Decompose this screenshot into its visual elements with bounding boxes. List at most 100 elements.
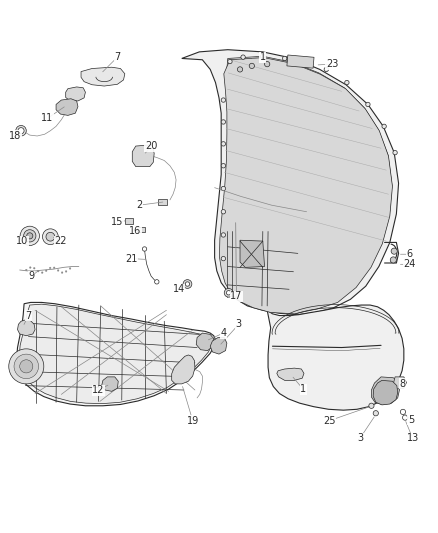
Text: 21: 21 [125, 254, 138, 264]
Polygon shape [219, 58, 392, 314]
Circle shape [366, 102, 370, 107]
Text: 11: 11 [41, 114, 53, 124]
Polygon shape [19, 304, 212, 403]
Circle shape [65, 271, 67, 272]
Polygon shape [102, 377, 118, 391]
Polygon shape [132, 145, 154, 167]
Polygon shape [196, 333, 214, 351]
Circle shape [226, 290, 231, 295]
Text: 24: 24 [403, 260, 416, 269]
Circle shape [14, 354, 39, 378]
Circle shape [29, 266, 31, 269]
Text: 12: 12 [92, 385, 105, 395]
Polygon shape [81, 67, 125, 86]
Circle shape [221, 233, 226, 237]
Text: 17: 17 [230, 291, 243, 301]
Text: 16: 16 [129, 227, 141, 237]
Polygon shape [371, 377, 399, 405]
Circle shape [265, 61, 270, 67]
Text: 5: 5 [408, 415, 414, 425]
Polygon shape [393, 377, 406, 389]
Circle shape [237, 67, 243, 72]
Polygon shape [172, 355, 195, 384]
Text: 9: 9 [28, 271, 35, 281]
Circle shape [61, 272, 63, 273]
Text: 1: 1 [260, 52, 266, 62]
Circle shape [373, 410, 378, 416]
Circle shape [221, 187, 226, 191]
Circle shape [24, 230, 36, 242]
Polygon shape [182, 50, 399, 314]
Circle shape [27, 233, 33, 239]
Text: 23: 23 [326, 59, 338, 69]
Circle shape [20, 226, 39, 246]
Text: 1: 1 [300, 384, 306, 394]
Circle shape [63, 103, 70, 110]
Polygon shape [210, 337, 227, 354]
Text: 25: 25 [323, 416, 336, 426]
Circle shape [136, 150, 141, 155]
Circle shape [25, 269, 27, 271]
Circle shape [49, 267, 51, 269]
Text: 2: 2 [136, 200, 142, 210]
Circle shape [221, 209, 226, 214]
Circle shape [214, 341, 223, 350]
Text: 3: 3 [236, 319, 242, 329]
Circle shape [382, 124, 386, 128]
Circle shape [183, 280, 192, 288]
Text: 20: 20 [145, 141, 157, 151]
Circle shape [391, 248, 397, 254]
Text: 14: 14 [173, 284, 185, 294]
Circle shape [69, 268, 71, 269]
Polygon shape [17, 302, 215, 406]
Circle shape [57, 270, 59, 271]
Circle shape [261, 54, 265, 59]
Circle shape [324, 67, 328, 71]
Circle shape [46, 232, 55, 241]
Bar [287, 55, 314, 68]
Text: 7: 7 [114, 52, 120, 62]
Polygon shape [66, 87, 85, 101]
Polygon shape [277, 368, 304, 381]
Circle shape [221, 256, 226, 261]
Circle shape [228, 59, 232, 64]
Text: 13: 13 [406, 433, 419, 443]
Circle shape [287, 58, 291, 62]
Text: 15: 15 [111, 217, 124, 227]
Circle shape [283, 56, 287, 61]
Circle shape [221, 142, 226, 146]
Circle shape [45, 270, 47, 272]
Text: 6: 6 [406, 249, 413, 259]
Circle shape [308, 59, 312, 64]
Circle shape [9, 349, 44, 384]
Text: 10: 10 [16, 236, 28, 246]
Circle shape [221, 164, 226, 168]
Circle shape [16, 125, 26, 136]
Circle shape [142, 247, 147, 251]
Circle shape [224, 288, 233, 297]
Circle shape [42, 229, 58, 245]
Circle shape [390, 257, 396, 263]
Circle shape [304, 61, 309, 65]
Circle shape [221, 120, 226, 124]
Bar [158, 199, 167, 205]
Circle shape [37, 270, 39, 272]
Circle shape [33, 268, 35, 269]
Circle shape [393, 150, 397, 155]
Polygon shape [18, 320, 35, 336]
Circle shape [221, 98, 226, 102]
Text: 22: 22 [54, 236, 67, 246]
Circle shape [249, 63, 254, 69]
Circle shape [403, 415, 408, 420]
Circle shape [53, 267, 55, 269]
Circle shape [41, 272, 43, 273]
Circle shape [201, 337, 209, 346]
Circle shape [345, 80, 349, 85]
Polygon shape [267, 305, 404, 410]
Circle shape [241, 55, 245, 59]
Circle shape [155, 280, 159, 284]
Circle shape [136, 156, 141, 160]
Text: 4: 4 [220, 328, 226, 338]
Circle shape [20, 360, 33, 373]
Circle shape [185, 282, 190, 286]
